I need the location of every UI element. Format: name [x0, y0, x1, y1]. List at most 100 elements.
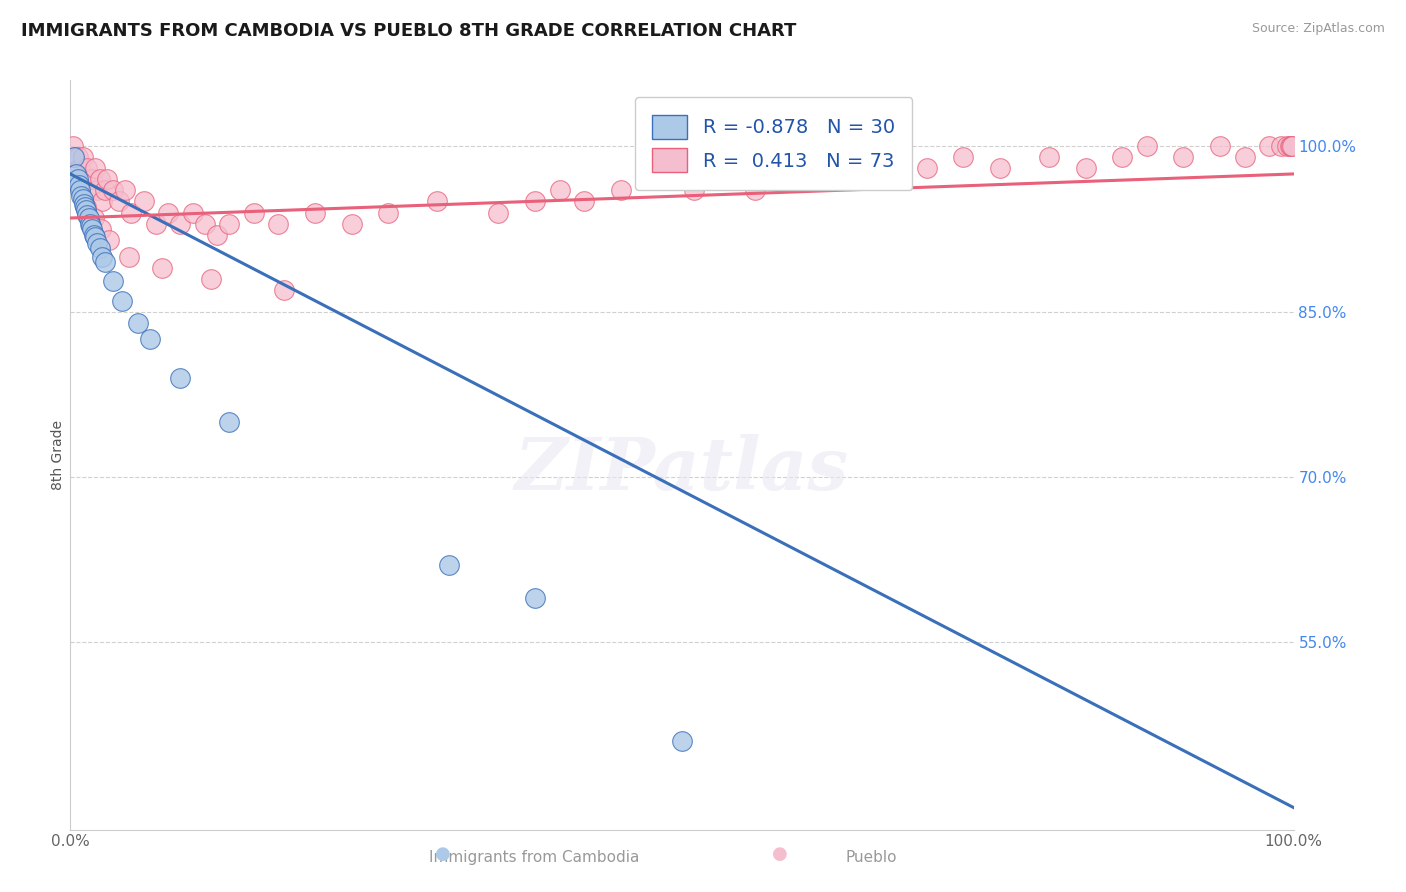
Point [267, 217, 290, 231]
Point [1173, 150, 1195, 164]
Point [70, 189, 93, 203]
Point [75, 200, 97, 214]
Point [80, 219, 103, 233]
Point [75, 203, 97, 218]
Point [82, 222, 104, 236]
Point [63, 150, 86, 164]
Point [891, 172, 914, 186]
Point [952, 150, 974, 164]
Point [1258, 139, 1281, 153]
Point [572, 194, 595, 209]
Point [1209, 139, 1232, 153]
Point [73, 196, 96, 211]
Text: Immigrants from Cambodia: Immigrants from Cambodia [429, 850, 640, 865]
Point [243, 205, 266, 219]
Point [67, 178, 90, 192]
Point [273, 283, 295, 297]
Point [218, 217, 240, 231]
Point [915, 161, 938, 176]
Point [181, 205, 204, 219]
Point [79, 184, 101, 198]
Point [93, 184, 115, 198]
Point [647, 172, 669, 186]
Point [1136, 139, 1159, 153]
Text: Pueblo: Pueblo [846, 850, 897, 865]
Point [524, 591, 547, 606]
Point [200, 271, 222, 285]
Legend: R = -0.878   N = 30, R =  0.413   N = 73: R = -0.878 N = 30, R = 0.413 N = 73 [636, 97, 912, 190]
Text: Source: ZipAtlas.com: Source: ZipAtlas.com [1251, 22, 1385, 36]
Y-axis label: 8th Grade: 8th Grade [51, 420, 65, 490]
Point [98, 233, 121, 247]
Point [93, 255, 115, 269]
Point [91, 194, 114, 209]
Point [76, 208, 98, 222]
Point [744, 184, 766, 198]
Point [780, 172, 803, 186]
Point [150, 260, 173, 275]
Point [1278, 139, 1301, 153]
Point [79, 217, 101, 231]
Point [205, 227, 228, 242]
Point [76, 161, 98, 176]
Point [169, 371, 191, 385]
Point [96, 172, 118, 186]
Point [1111, 150, 1133, 164]
Point [439, 558, 461, 573]
Point [73, 200, 96, 214]
Point [1233, 150, 1256, 164]
Point [118, 250, 141, 264]
Point [111, 293, 134, 308]
Point [1277, 139, 1299, 153]
Point [830, 172, 852, 186]
Point [63, 150, 86, 164]
Point [127, 316, 149, 330]
Point [83, 229, 105, 244]
Point [77, 211, 100, 225]
Point [145, 217, 167, 231]
Point [101, 184, 124, 198]
Point [194, 217, 217, 231]
Text: ●: ● [434, 845, 451, 863]
Point [86, 236, 108, 251]
Point [157, 205, 180, 219]
Point [121, 205, 143, 219]
Point [683, 184, 706, 198]
Point [218, 415, 240, 429]
Point [1279, 139, 1302, 153]
Point [524, 194, 547, 209]
Point [377, 205, 399, 219]
Point [90, 222, 112, 236]
Point [89, 172, 111, 186]
Point [69, 184, 91, 198]
Point [108, 194, 131, 209]
Point [720, 172, 742, 186]
Point [610, 184, 633, 198]
Point [66, 150, 89, 164]
Point [63, 167, 86, 181]
Point [82, 172, 104, 186]
Point [1038, 150, 1060, 164]
Point [671, 734, 693, 748]
Point [488, 205, 510, 219]
Point [139, 332, 162, 346]
Point [65, 167, 87, 181]
Point [1281, 139, 1303, 153]
Point [83, 161, 105, 176]
Point [426, 194, 449, 209]
Point [169, 217, 191, 231]
Text: ●: ● [772, 845, 789, 863]
Point [86, 184, 108, 198]
Point [91, 250, 114, 264]
Point [101, 274, 124, 288]
Point [83, 211, 105, 225]
Point [66, 172, 89, 186]
Point [62, 139, 84, 153]
Point [114, 184, 136, 198]
Point [67, 178, 90, 192]
Point [89, 241, 111, 255]
Point [304, 205, 326, 219]
Point [72, 192, 94, 206]
Point [988, 161, 1011, 176]
Point [72, 150, 94, 164]
